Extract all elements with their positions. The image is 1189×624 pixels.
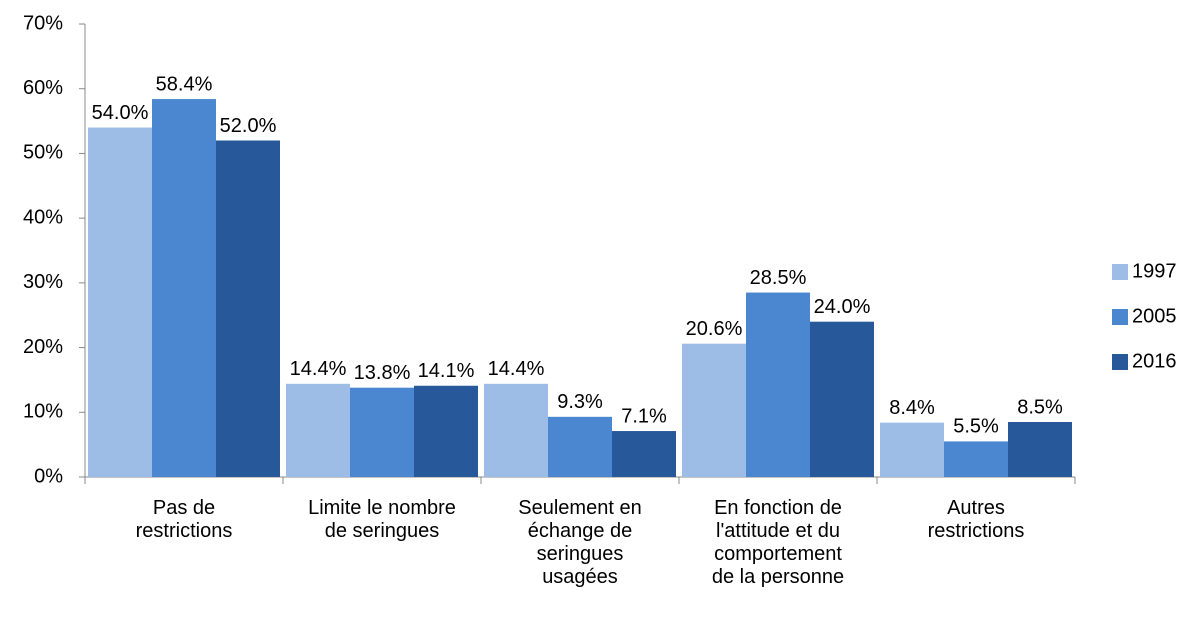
bar bbox=[1008, 421, 1072, 477]
bar bbox=[88, 127, 152, 478]
bar bbox=[682, 343, 746, 477]
bar bbox=[944, 441, 1008, 477]
y-tick-label: 20% bbox=[23, 336, 63, 358]
x-tick-label: En fonction de l'attitude et du comporte… bbox=[711, 497, 845, 588]
value-label: 5.5% bbox=[953, 416, 999, 438]
legend-swatch bbox=[1112, 354, 1128, 370]
value-label: 54.0% bbox=[92, 102, 149, 124]
x-tick-label: Limite le nombre de seringues bbox=[308, 497, 456, 542]
bar bbox=[286, 383, 350, 477]
value-label: 9.3% bbox=[557, 391, 603, 413]
x-tick-label: Autres restrictions bbox=[927, 497, 1025, 542]
bar bbox=[810, 321, 874, 477]
value-label: 14.4% bbox=[488, 358, 545, 380]
y-tick-label: 30% bbox=[23, 271, 63, 293]
value-label: 28.5% bbox=[750, 267, 807, 289]
bar bbox=[414, 385, 478, 477]
bar bbox=[746, 292, 810, 477]
value-label: 52.0% bbox=[220, 115, 277, 137]
bar bbox=[548, 416, 612, 477]
value-label: 24.0% bbox=[814, 296, 871, 318]
legend-swatch bbox=[1112, 309, 1128, 325]
bar bbox=[152, 99, 216, 477]
value-label: 8.4% bbox=[889, 397, 935, 419]
value-label: 14.1% bbox=[418, 360, 475, 382]
y-tick-label: 10% bbox=[23, 401, 63, 423]
y-tick-label: 50% bbox=[23, 142, 63, 164]
y-tick-label: 60% bbox=[23, 77, 63, 99]
bar bbox=[612, 431, 676, 477]
legend-label: 2016 bbox=[1132, 350, 1177, 372]
bar bbox=[350, 387, 414, 477]
y-tick-label: 70% bbox=[23, 12, 63, 34]
y-tick-label: 0% bbox=[34, 465, 63, 487]
value-label: 14.4% bbox=[290, 358, 347, 380]
bar bbox=[484, 383, 548, 477]
value-label: 8.5% bbox=[1017, 396, 1063, 418]
bar bbox=[216, 140, 280, 477]
x-tick-label: Pas de restrictions bbox=[135, 497, 233, 542]
value-label: 7.1% bbox=[621, 405, 667, 427]
value-label: 58.4% bbox=[156, 73, 213, 95]
y-tick-label: 40% bbox=[23, 206, 63, 228]
bar bbox=[880, 422, 944, 477]
value-label: 13.8% bbox=[354, 362, 411, 384]
x-tick-label: Seulement en échange de seringues usagée… bbox=[518, 497, 642, 588]
value-label: 20.6% bbox=[686, 318, 743, 340]
legend-swatch bbox=[1112, 264, 1128, 280]
legend-label: 1997 bbox=[1132, 260, 1177, 282]
legend-label: 2005 bbox=[1132, 305, 1177, 327]
